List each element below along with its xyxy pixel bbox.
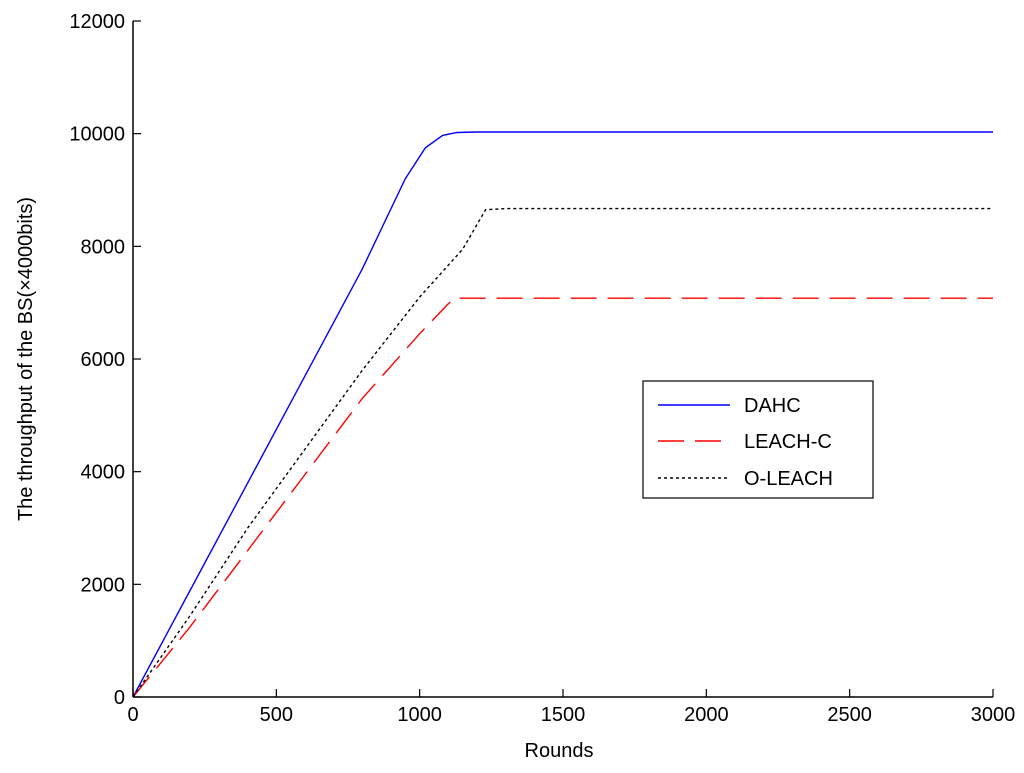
series-line-leach-c bbox=[132, 297, 993, 698]
x-tick-label: 3000 bbox=[971, 704, 1016, 726]
x-tick-label: 1000 bbox=[397, 704, 442, 726]
x-tick-label: 2500 bbox=[827, 704, 872, 726]
y-tick-label: 4000 bbox=[81, 462, 126, 484]
y-tick-label: 10000 bbox=[69, 124, 125, 146]
y-tick-label: 6000 bbox=[81, 349, 126, 371]
x-tick-label: 2000 bbox=[684, 704, 729, 726]
x-tick-label: 500 bbox=[260, 704, 293, 726]
series-layer bbox=[132, 131, 993, 698]
series-line-dahc bbox=[132, 131, 993, 698]
x-tick-label: 0 bbox=[127, 704, 138, 726]
y-tick-label: 0 bbox=[114, 687, 125, 709]
legend-box bbox=[642, 380, 874, 499]
legend-label: O-LEACH bbox=[744, 468, 833, 490]
legend: DAHC LEACH-C O-LEACH bbox=[642, 380, 874, 499]
y-tick-label: 8000 bbox=[81, 236, 126, 258]
x-ticks: 0 500 1000 1500 2000 2500 3000 bbox=[127, 689, 1015, 726]
y-ticks: 0 2000 4000 6000 8000 10000 12000 bbox=[69, 11, 141, 709]
y-axis-title: The throughput of the BS(×4000bits) bbox=[15, 197, 37, 521]
legend-label: DAHC bbox=[744, 395, 801, 417]
x-axis-title: Rounds bbox=[525, 740, 594, 762]
x-tick-label: 1500 bbox=[541, 704, 586, 726]
legend-label: LEACH-C bbox=[744, 431, 832, 453]
y-tick-label: 2000 bbox=[81, 574, 126, 596]
series-line-o-leach bbox=[132, 207, 993, 698]
y-tick-label: 12000 bbox=[69, 11, 125, 33]
